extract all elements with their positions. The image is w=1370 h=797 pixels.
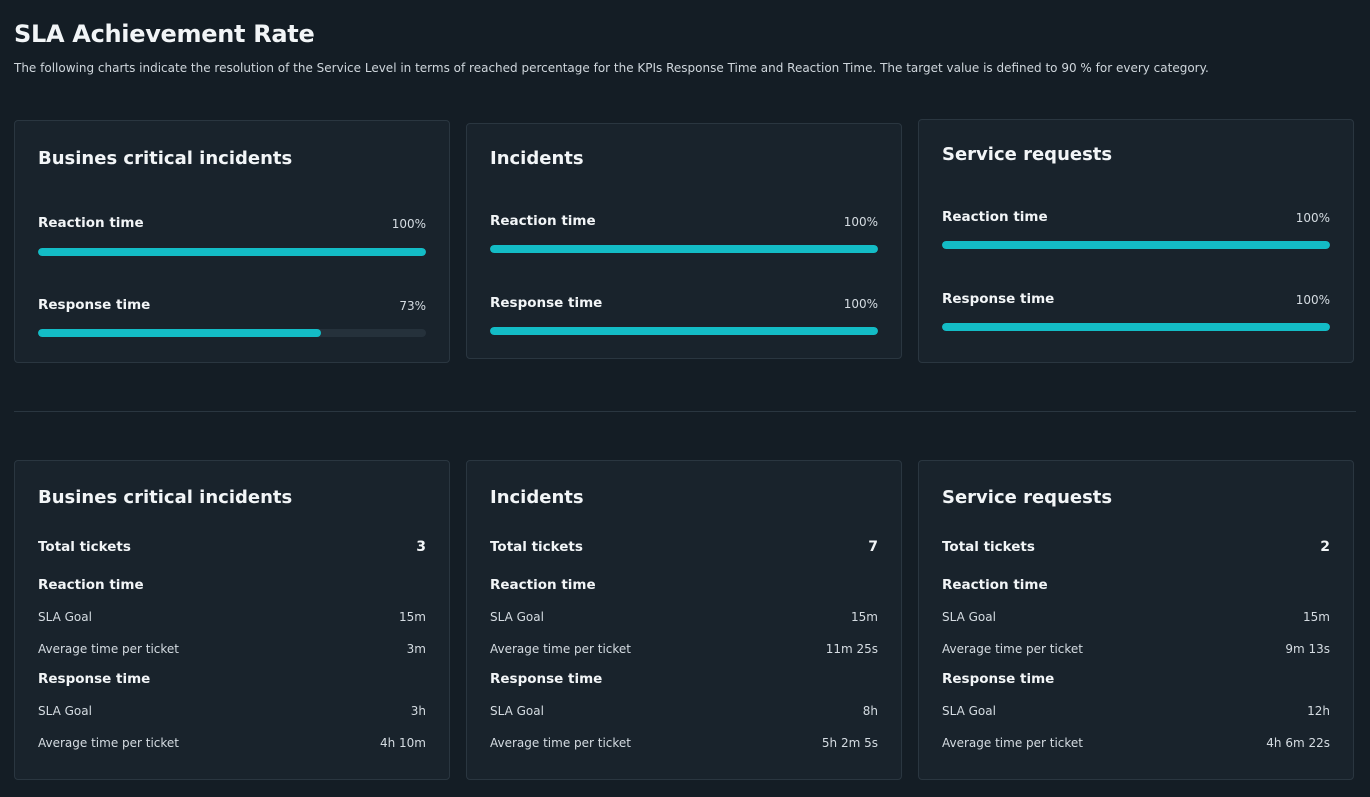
average-time-value: 3m bbox=[406, 642, 426, 656]
average-time-label: Average time per ticket bbox=[942, 642, 1084, 656]
stats-card-busines-critical: Busines critical incidents Total tickets… bbox=[14, 460, 450, 780]
response-time-heading-row: Response time bbox=[38, 671, 426, 687]
reaction-sla-goal-row: SLA Goal 15m bbox=[490, 610, 878, 624]
response-time-value: 100% bbox=[843, 297, 878, 311]
sla-goal-value: 15m bbox=[851, 610, 878, 624]
page-title: SLA Achievement Rate bbox=[14, 20, 315, 48]
reaction-average-row: Average time per ticket 11m 25s bbox=[490, 642, 878, 656]
card-title: Incidents bbox=[490, 148, 584, 169]
total-tickets-value: 3 bbox=[416, 539, 426, 555]
reaction-time-heading-row: Reaction time bbox=[942, 577, 1330, 593]
response-time-value: 73% bbox=[399, 299, 426, 313]
response-time-heading: Response time bbox=[38, 671, 151, 687]
sla-goal-label: SLA Goal bbox=[490, 610, 544, 624]
response-average-row: Average time per ticket 5h 2m 5s bbox=[490, 736, 878, 750]
response-time-label: Response time bbox=[490, 295, 603, 311]
total-tickets-label: Total tickets bbox=[38, 539, 131, 555]
stats-card-incidents: Incidents Total tickets 7 Reaction time … bbox=[466, 460, 902, 780]
response-time-label: Response time bbox=[38, 297, 151, 313]
average-time-label: Average time per ticket bbox=[490, 736, 632, 750]
response-sla-goal-row: SLA Goal 3h bbox=[38, 704, 426, 718]
response-sla-goal-row: SLA Goal 8h bbox=[490, 704, 878, 718]
average-time-value: 4h 6m 22s bbox=[1266, 736, 1330, 750]
response-time-progress-fill bbox=[38, 329, 322, 337]
average-time-value: 9m 13s bbox=[1285, 642, 1330, 656]
reaction-time-value: 100% bbox=[391, 217, 426, 231]
reaction-time-label: Reaction time bbox=[942, 209, 1048, 225]
reaction-time-heading: Reaction time bbox=[942, 577, 1048, 593]
achievement-card-service-requests: Service requests Reaction time 100% Resp… bbox=[918, 119, 1354, 363]
average-time-label: Average time per ticket bbox=[38, 642, 180, 656]
response-time-progress-bar bbox=[38, 329, 426, 337]
response-time-heading: Response time bbox=[490, 671, 603, 687]
sla-goal-value: 12h bbox=[1307, 704, 1330, 718]
sla-goal-label: SLA Goal bbox=[942, 704, 996, 718]
reaction-time-label: Reaction time bbox=[38, 215, 144, 231]
average-time-label: Average time per ticket bbox=[490, 642, 632, 656]
card-title: Busines critical incidents bbox=[38, 487, 293, 508]
card-title: Incidents bbox=[490, 487, 584, 508]
reaction-time-value: 100% bbox=[843, 215, 878, 229]
reaction-time-heading: Reaction time bbox=[38, 577, 144, 593]
response-time-heading: Response time bbox=[942, 671, 1055, 687]
card-title: Service requests bbox=[942, 487, 1113, 508]
response-average-row: Average time per ticket 4h 6m 22s bbox=[942, 736, 1330, 750]
response-time-heading-row: Response time bbox=[942, 671, 1330, 687]
achievement-card-incidents: Incidents Reaction time 100% Response ti… bbox=[466, 123, 902, 359]
reaction-time-progress-fill bbox=[490, 245, 878, 253]
sla-goal-value: 15m bbox=[1303, 610, 1330, 624]
average-time-value: 11m 25s bbox=[825, 642, 878, 656]
reaction-sla-goal-row: SLA Goal 15m bbox=[38, 610, 426, 624]
section-divider bbox=[14, 411, 1356, 412]
sla-goal-value: 8h bbox=[862, 704, 878, 718]
reaction-average-row: Average time per ticket 9m 13s bbox=[942, 642, 1330, 656]
reaction-time-label: Reaction time bbox=[490, 213, 596, 229]
total-tickets-row: Total tickets 7 bbox=[490, 539, 878, 555]
average-time-value: 5h 2m 5s bbox=[821, 736, 878, 750]
total-tickets-label: Total tickets bbox=[942, 539, 1035, 555]
response-time-progress-bar bbox=[942, 323, 1330, 331]
reaction-time-progress-fill bbox=[38, 248, 426, 256]
response-sla-goal-row: SLA Goal 12h bbox=[942, 704, 1330, 718]
reaction-time-progress-fill bbox=[942, 241, 1330, 249]
reaction-time-progress-bar bbox=[490, 245, 878, 253]
achievement-card-busines-critical: Busines critical incidents Reaction time… bbox=[14, 120, 450, 363]
total-tickets-label: Total tickets bbox=[490, 539, 583, 555]
stats-card-service-requests: Service requests Total tickets 2 Reactio… bbox=[918, 460, 1354, 780]
reaction-sla-goal-row: SLA Goal 15m bbox=[942, 610, 1330, 624]
response-time-progress-fill bbox=[490, 327, 878, 335]
sla-goal-label: SLA Goal bbox=[490, 704, 544, 718]
total-tickets-row: Total tickets 3 bbox=[38, 539, 426, 555]
sla-goal-label: SLA Goal bbox=[38, 704, 92, 718]
total-tickets-value: 2 bbox=[1320, 539, 1330, 555]
total-tickets-value: 7 bbox=[868, 539, 878, 555]
reaction-time-heading-row: Reaction time bbox=[38, 577, 426, 593]
response-time-progress-bar bbox=[490, 327, 878, 335]
response-time-value: 100% bbox=[1295, 293, 1330, 307]
reaction-time-progress-bar bbox=[942, 241, 1330, 249]
sla-goal-value: 3h bbox=[410, 704, 426, 718]
response-time-label: Response time bbox=[942, 291, 1055, 307]
reaction-time-progress-bar bbox=[38, 248, 426, 256]
average-time-value: 4h 10m bbox=[379, 736, 426, 750]
reaction-time-heading: Reaction time bbox=[490, 577, 596, 593]
response-average-row: Average time per ticket 4h 10m bbox=[38, 736, 426, 750]
card-title: Service requests bbox=[942, 144, 1113, 165]
response-time-heading-row: Response time bbox=[490, 671, 878, 687]
average-time-label: Average time per ticket bbox=[942, 736, 1084, 750]
card-title: Busines critical incidents bbox=[38, 148, 293, 169]
sla-goal-value: 15m bbox=[399, 610, 426, 624]
sla-goal-label: SLA Goal bbox=[942, 610, 996, 624]
page-description: The following charts indicate the resolu… bbox=[14, 61, 1209, 75]
reaction-time-heading-row: Reaction time bbox=[490, 577, 878, 593]
total-tickets-row: Total tickets 2 bbox=[942, 539, 1330, 555]
sla-goal-label: SLA Goal bbox=[38, 610, 92, 624]
average-time-label: Average time per ticket bbox=[38, 736, 180, 750]
reaction-time-value: 100% bbox=[1295, 211, 1330, 225]
reaction-average-row: Average time per ticket 3m bbox=[38, 642, 426, 656]
response-time-progress-fill bbox=[942, 323, 1330, 331]
